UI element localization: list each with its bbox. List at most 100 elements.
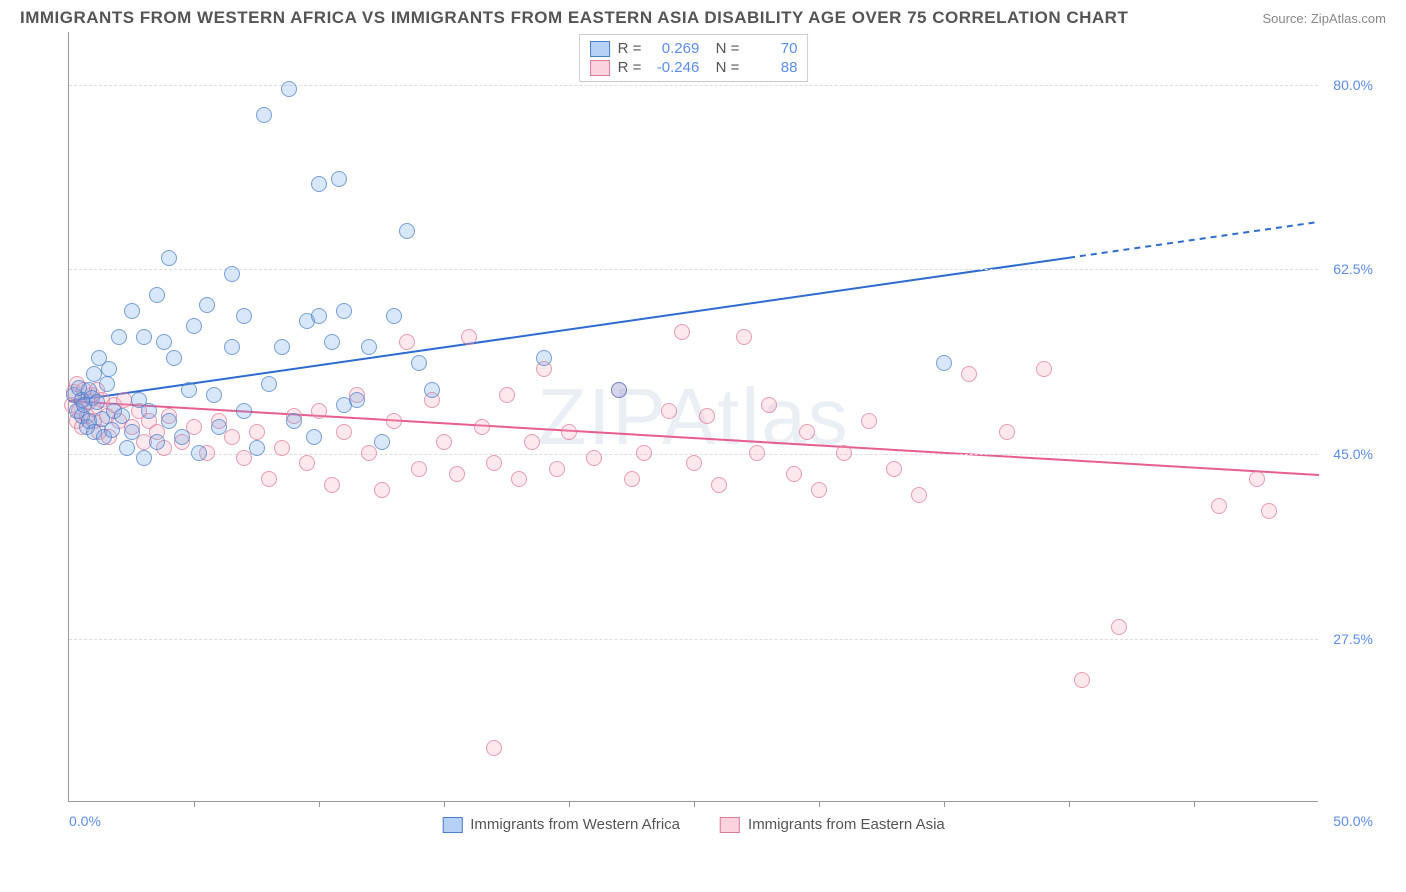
data-point: [911, 487, 927, 503]
data-point: [999, 424, 1015, 440]
data-point: [511, 471, 527, 487]
data-point: [274, 440, 290, 456]
x-min-label: 0.0%: [69, 813, 101, 829]
data-point: [211, 419, 227, 435]
data-point: [1036, 361, 1052, 377]
data-point: [1074, 672, 1090, 688]
data-point: [561, 424, 577, 440]
legend-item: Immigrants from Western Africa: [442, 816, 680, 833]
data-point: [749, 445, 765, 461]
data-point: [199, 297, 215, 313]
data-point: [1249, 471, 1265, 487]
data-point: [1111, 619, 1127, 635]
data-point: [811, 482, 827, 498]
data-point: [89, 394, 105, 410]
data-point: [156, 334, 172, 350]
data-point: [161, 413, 177, 429]
data-point: [486, 455, 502, 471]
data-point: [149, 287, 165, 303]
plot-area: ZIPAtlas R = 0.269 N = 70R = -0.246 N = …: [68, 32, 1318, 802]
data-point: [786, 466, 802, 482]
data-point: [536, 350, 552, 366]
data-point: [224, 339, 240, 355]
stat-n-value: 88: [747, 59, 797, 76]
y-tick-label: 27.5%: [1333, 631, 1373, 647]
y-tick-label: 45.0%: [1333, 446, 1373, 462]
data-point: [191, 445, 207, 461]
data-point: [174, 429, 190, 445]
data-point: [761, 397, 777, 413]
data-point: [336, 424, 352, 440]
x-tick: [1194, 801, 1195, 807]
data-point: [424, 382, 440, 398]
stat-r-label: R =: [618, 59, 642, 76]
stat-r-value: 0.269: [649, 40, 699, 57]
data-point: [836, 445, 852, 461]
data-point: [324, 334, 340, 350]
data-point: [661, 403, 677, 419]
data-point: [311, 403, 327, 419]
legend-swatch: [442, 817, 462, 833]
data-point: [141, 403, 157, 419]
data-point: [1211, 498, 1227, 514]
data-point: [611, 382, 627, 398]
data-point: [336, 303, 352, 319]
data-point: [936, 355, 952, 371]
y-tick-label: 62.5%: [1333, 261, 1373, 277]
x-tick: [444, 801, 445, 807]
data-point: [111, 329, 127, 345]
data-point: [249, 424, 265, 440]
data-point: [104, 422, 120, 438]
x-tick: [194, 801, 195, 807]
data-point: [99, 376, 115, 392]
data-point: [161, 250, 177, 266]
data-point: [306, 429, 322, 445]
data-point: [886, 461, 902, 477]
data-point: [136, 450, 152, 466]
data-point: [461, 329, 477, 345]
data-point: [411, 461, 427, 477]
data-point: [736, 329, 752, 345]
x-tick: [944, 801, 945, 807]
data-point: [411, 355, 427, 371]
data-point: [499, 387, 515, 403]
stat-n-label: N =: [707, 59, 739, 76]
stats-row: R = 0.269 N = 70: [590, 39, 798, 58]
data-point: [799, 424, 815, 440]
data-point: [124, 303, 140, 319]
stat-r-label: R =: [618, 40, 642, 57]
series-legend: Immigrants from Western Africa Immigrants…: [442, 816, 945, 833]
data-point: [386, 413, 402, 429]
data-point: [256, 107, 272, 123]
data-point: [186, 318, 202, 334]
stats-row: R = -0.246 N = 88: [590, 58, 798, 77]
data-point: [261, 376, 277, 392]
data-point: [961, 366, 977, 382]
data-point: [136, 329, 152, 345]
data-point: [181, 382, 197, 398]
data-point: [474, 419, 490, 435]
x-max-label: 50.0%: [1333, 813, 1373, 829]
data-point: [386, 308, 402, 324]
data-point: [399, 223, 415, 239]
data-point: [331, 171, 347, 187]
data-point: [374, 434, 390, 450]
data-point: [311, 308, 327, 324]
data-point: [286, 413, 302, 429]
gridline: [69, 85, 1318, 86]
legend-item: Immigrants from Eastern Asia: [720, 816, 945, 833]
gridline: [69, 269, 1318, 270]
x-tick: [819, 801, 820, 807]
data-point: [586, 450, 602, 466]
data-point: [436, 434, 452, 450]
legend-swatch: [720, 817, 740, 833]
data-point: [166, 350, 182, 366]
source-attribution: Source: ZipAtlas.com: [1262, 11, 1386, 26]
data-point: [861, 413, 877, 429]
watermark: ZIPAtlas: [537, 371, 849, 463]
legend-swatch: [590, 41, 610, 57]
data-point: [374, 482, 390, 498]
data-point: [206, 387, 222, 403]
source-link[interactable]: ZipAtlas.com: [1311, 11, 1386, 26]
data-point: [249, 440, 265, 456]
